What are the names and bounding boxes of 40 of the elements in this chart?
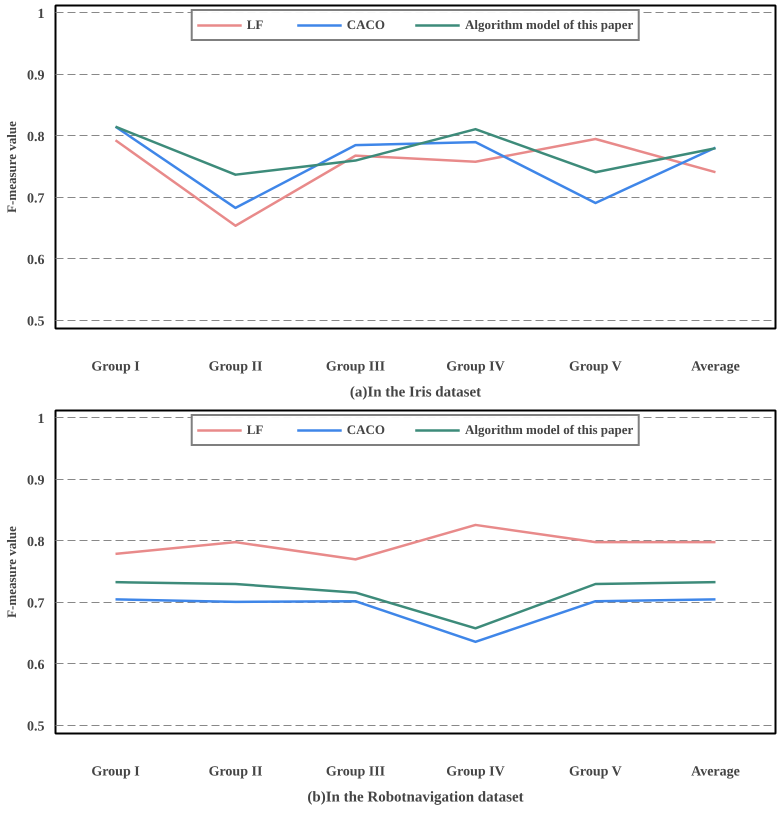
legend-label: CACO [346, 422, 385, 438]
y-tick-label: 0.6 [27, 658, 44, 673]
x-tick-label: Group V [568, 360, 622, 374]
x-tick-label: Group II [208, 360, 262, 374]
x-tick-label: Group V [568, 764, 622, 780]
line-series [114, 524, 717, 561]
x-tick-label: Group IV [446, 764, 505, 780]
line-series [114, 125, 717, 176]
y-tick-label: 1 [38, 6, 44, 22]
legend-label: Algorithm model of this paper [465, 17, 634, 33]
y-axis-title: F-measure value [4, 526, 19, 618]
x-tick-label: Group I [91, 764, 140, 780]
legend-label: Algorithm model of this paper [465, 422, 634, 438]
x-tick-label: Average [691, 764, 740, 780]
y-tick-label: 0.9 [27, 473, 44, 488]
legend-label: CACO [346, 17, 385, 33]
y-tick-label: 0.5 [27, 720, 44, 734]
y-tick-label: 0.8 [27, 534, 44, 550]
legend-label: LF [246, 422, 264, 438]
line-series [114, 138, 717, 228]
y-tick-label: 1 [38, 412, 44, 427]
y-tick-label: 0.8 [27, 130, 44, 145]
x-tick-label: Group I [91, 360, 140, 374]
text: (a)In the Iris dataset [350, 384, 482, 400]
y-tick-label: 0.7 [27, 596, 44, 612]
x-tick-label: Group II [208, 764, 262, 780]
y-tick-label: 0.5 [27, 314, 44, 330]
x-tick-label: Group III [326, 764, 386, 780]
legend-label: LF [246, 17, 264, 33]
x-tick-label: Average [691, 360, 740, 374]
y-axis-title: F-measure value [4, 120, 19, 213]
x-tick-label: Group III [326, 360, 386, 374]
x-tick-label: Group IV [446, 360, 505, 374]
y-tick-label: 0.6 [27, 252, 44, 268]
y-tick-label: 0.7 [27, 191, 44, 206]
y-tick-label: 0.9 [27, 68, 44, 84]
line-series [114, 125, 717, 210]
text: (b)In the Robotnavigation dataset [307, 790, 524, 806]
line-series [114, 598, 717, 644]
line-series [114, 580, 717, 630]
